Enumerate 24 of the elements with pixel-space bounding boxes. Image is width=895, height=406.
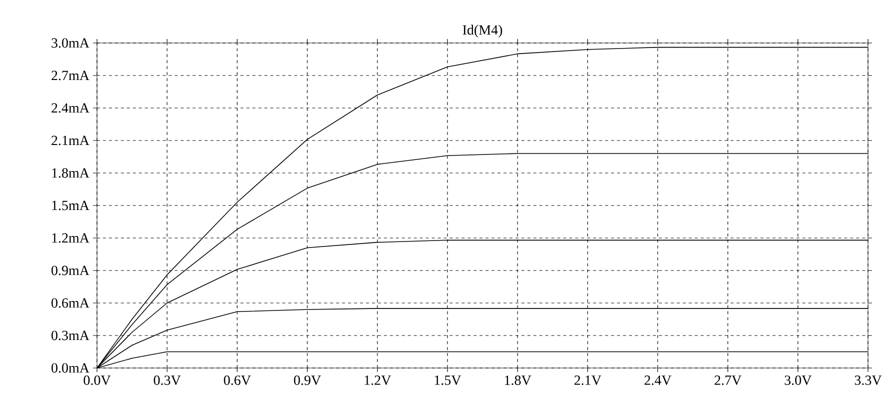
y-tick-label: 0.9mA (52, 266, 90, 276)
y-tick-label: 2.4mA (52, 103, 90, 113)
x-tick-label: 2.7V (714, 376, 742, 386)
y-tick-label: 2.7mA (52, 70, 90, 80)
y-tick-label: 1.8mA (52, 168, 90, 178)
x-tick-label: 1.5V (434, 376, 462, 385)
y-tick-label: 1.2mA (52, 233, 90, 243)
y-tick-label: 1.5mA (52, 200, 90, 210)
x-tick-label: 1.8V (504, 376, 532, 386)
x-tick-label: 0.6V (224, 376, 251, 386)
x-tick-label: 3.0V (784, 376, 812, 386)
y-tick-label: 0.6mA (52, 298, 90, 308)
x-tick-label: 0.0V (84, 376, 111, 386)
y-tick-label: 3.0mA (52, 38, 90, 48)
x-tick-label: 0.3V (154, 376, 181, 386)
x-tick-label: 0.9V (294, 376, 321, 386)
y-tick-label: 0.0mA (52, 363, 90, 373)
chart-title: Id(M4) (462, 24, 502, 38)
x-tick-label: 3.3V (854, 376, 882, 386)
y-tick-label: 0.3mA (52, 330, 90, 340)
x-tick-label: 2.4V (644, 376, 672, 386)
x-tick-label: 2.1V (574, 376, 602, 386)
y-tick-label: 2.1mA (52, 136, 90, 146)
x-tick-label: 1.2V (364, 376, 392, 386)
